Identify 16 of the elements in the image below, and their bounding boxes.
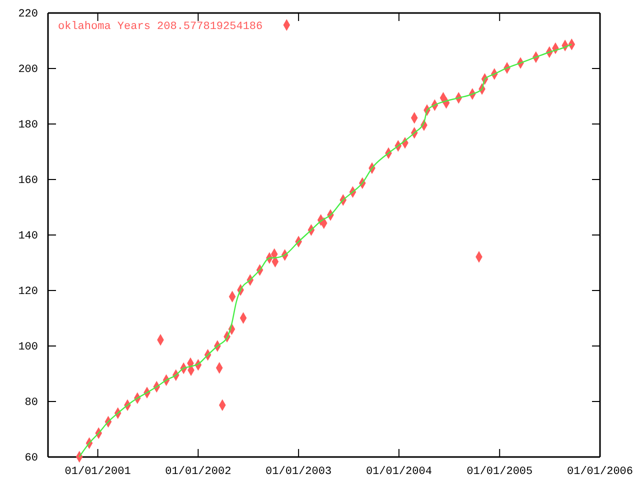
y-tick-label: 140 (18, 230, 38, 243)
y-tick-label: 180 (18, 120, 38, 132)
y-tick-label: 120 (18, 286, 38, 298)
x-tick-label: 01/01/2002 (165, 466, 232, 478)
y-tick-label: 220 (18, 8, 38, 21)
x-tick-label: 01/01/2005 (466, 466, 533, 478)
x-tick-label: 01/01/2001 (64, 466, 132, 478)
y-tick-label: 160 (18, 175, 38, 188)
x-tick-label: 01/01/2003 (266, 466, 332, 478)
legend-label: oklahoma Years 208.577819254186 (58, 20, 263, 33)
y-tick-label: 80 (24, 397, 38, 410)
y-tick-label: 100 (18, 342, 38, 354)
x-tick-label: 01/01/2004 (366, 466, 432, 478)
y-tick-label: 60 (24, 452, 38, 465)
x-tick-label: 01/01/2006 (566, 466, 634, 478)
y-tick-label: 200 (18, 64, 38, 76)
